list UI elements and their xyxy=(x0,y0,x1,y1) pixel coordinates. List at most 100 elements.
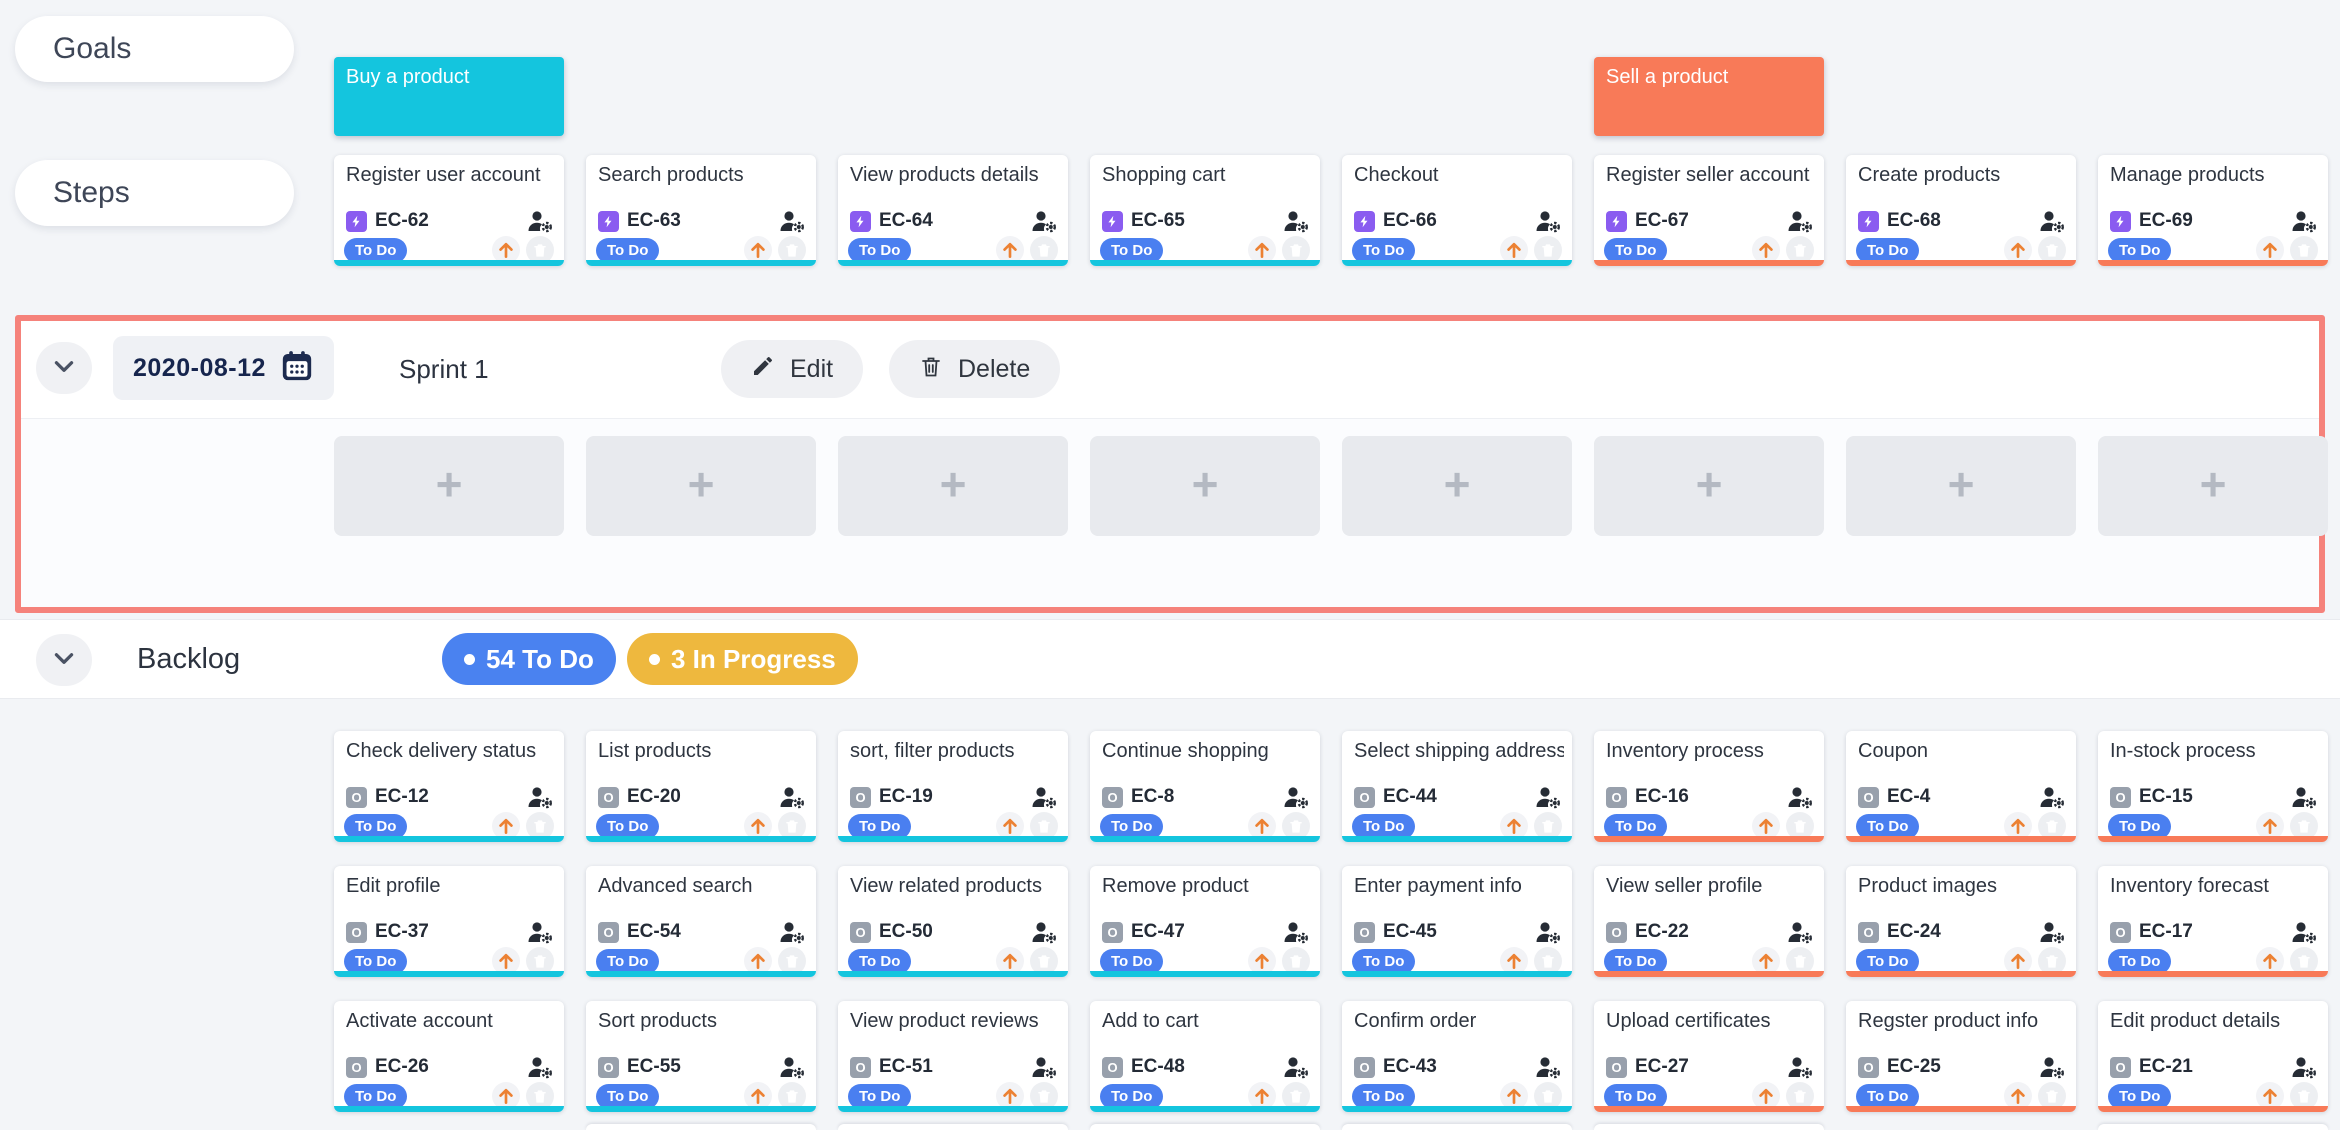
assignee-icon[interactable] xyxy=(527,921,554,944)
delete-card-icon[interactable] xyxy=(1534,1082,1562,1110)
delete-card-icon[interactable] xyxy=(1030,236,1058,264)
delete-card-icon[interactable] xyxy=(2290,812,2318,840)
assignee-icon[interactable] xyxy=(779,210,806,233)
delete-card-icon[interactable] xyxy=(2038,236,2066,264)
story-card[interactable]: Upload certificates O EC-27 To Do xyxy=(1594,1001,1824,1112)
delete-card-icon[interactable] xyxy=(1786,812,1814,840)
story-card[interactable]: Coupon O EC-4 To Do xyxy=(1846,731,2076,842)
story-card[interactable]: View product reviews O EC-51 To Do xyxy=(838,1001,1068,1112)
story-card[interactable]: List products O EC-20 To Do xyxy=(586,731,816,842)
sprint-delete-button[interactable]: Delete xyxy=(889,340,1061,398)
priority-up-icon[interactable] xyxy=(996,947,1024,975)
sprint-edit-button[interactable]: Edit xyxy=(721,340,864,398)
priority-up-icon[interactable] xyxy=(2256,1082,2284,1110)
assignee-icon[interactable] xyxy=(2039,1056,2066,1079)
story-card[interactable]: View seller profile O EC-22 To Do xyxy=(1594,866,1824,977)
assignee-icon[interactable] xyxy=(2039,786,2066,809)
delete-card-icon[interactable] xyxy=(1534,947,1562,975)
assignee-icon[interactable] xyxy=(2291,786,2318,809)
assignee-icon[interactable] xyxy=(1283,210,1310,233)
story-card[interactable]: sort, filter products O EC-19 To Do xyxy=(838,731,1068,842)
assignee-icon[interactable] xyxy=(1787,921,1814,944)
priority-up-icon[interactable] xyxy=(1248,236,1276,264)
add-card-button[interactable]: + xyxy=(2098,436,2328,536)
delete-card-icon[interactable] xyxy=(2290,236,2318,264)
priority-up-icon[interactable] xyxy=(1500,947,1528,975)
priority-up-icon[interactable] xyxy=(744,1082,772,1110)
add-card-button[interactable]: + xyxy=(1846,436,2076,536)
delete-card-icon[interactable] xyxy=(526,812,554,840)
add-card-button[interactable]: + xyxy=(1090,436,1320,536)
delete-card-icon[interactable] xyxy=(526,1082,554,1110)
delete-card-icon[interactable] xyxy=(1534,812,1562,840)
assignee-icon[interactable] xyxy=(1787,210,1814,233)
story-card[interactable]: Confirm order O EC-43 To Do xyxy=(1342,1001,1572,1112)
delete-card-icon[interactable] xyxy=(1282,1082,1310,1110)
priority-up-icon[interactable] xyxy=(744,947,772,975)
delete-card-icon[interactable] xyxy=(1786,947,1814,975)
add-card-button[interactable]: + xyxy=(586,436,816,536)
delete-card-icon[interactable] xyxy=(526,947,554,975)
delete-card-icon[interactable] xyxy=(778,812,806,840)
delete-card-icon[interactable] xyxy=(526,236,554,264)
delete-card-icon[interactable] xyxy=(778,1082,806,1110)
priority-up-icon[interactable] xyxy=(492,236,520,264)
priority-up-icon[interactable] xyxy=(2004,1082,2032,1110)
delete-card-icon[interactable] xyxy=(2038,1082,2066,1110)
story-card[interactable]: Inventory process O EC-16 To Do xyxy=(1594,731,1824,842)
story-card[interactable]: Register user account EC-62 To Do xyxy=(334,155,564,266)
delete-card-icon[interactable] xyxy=(2290,947,2318,975)
assignee-icon[interactable] xyxy=(2039,921,2066,944)
story-card[interactable]: Search products EC-63 To Do xyxy=(586,155,816,266)
sprint-collapse-button[interactable] xyxy=(36,342,92,394)
story-card[interactable]: Select shipping address O EC-44 To Do xyxy=(1342,731,1572,842)
goal-card[interactable]: Buy a product xyxy=(334,57,564,136)
delete-card-icon[interactable] xyxy=(2038,947,2066,975)
add-card-button[interactable]: + xyxy=(838,436,1068,536)
story-card[interactable]: Edit profile O EC-37 To Do xyxy=(334,866,564,977)
delete-card-icon[interactable] xyxy=(1282,236,1310,264)
story-card[interactable]: Check delivery status O EC-12 To Do xyxy=(334,731,564,842)
assignee-icon[interactable] xyxy=(779,786,806,809)
delete-card-icon[interactable] xyxy=(1030,947,1058,975)
goal-card[interactable]: Sell a product xyxy=(1594,57,1824,136)
story-card[interactable]: Create products EC-68 To Do xyxy=(1846,155,2076,266)
story-card[interactable]: Activate account O EC-26 To Do xyxy=(334,1001,564,1112)
priority-up-icon[interactable] xyxy=(2256,947,2284,975)
priority-up-icon[interactable] xyxy=(1752,812,1780,840)
priority-up-icon[interactable] xyxy=(996,812,1024,840)
assignee-icon[interactable] xyxy=(2291,1056,2318,1079)
story-card[interactable]: Regster product info O EC-25 To Do xyxy=(1846,1001,2076,1112)
priority-up-icon[interactable] xyxy=(1500,1082,1528,1110)
delete-card-icon[interactable] xyxy=(1534,236,1562,264)
priority-up-icon[interactable] xyxy=(2256,812,2284,840)
assignee-icon[interactable] xyxy=(1031,210,1058,233)
assignee-icon[interactable] xyxy=(1535,210,1562,233)
priority-up-icon[interactable] xyxy=(744,812,772,840)
delete-card-icon[interactable] xyxy=(2038,812,2066,840)
story-card[interactable]: Advanced search O EC-54 To Do xyxy=(586,866,816,977)
delete-card-icon[interactable] xyxy=(778,947,806,975)
assignee-icon[interactable] xyxy=(1031,786,1058,809)
priority-up-icon[interactable] xyxy=(1752,1082,1780,1110)
story-card[interactable]: Continue shopping O EC-8 To Do xyxy=(1090,731,1320,842)
assignee-icon[interactable] xyxy=(1535,1056,1562,1079)
priority-up-icon[interactable] xyxy=(2004,236,2032,264)
delete-card-icon[interactable] xyxy=(1030,812,1058,840)
priority-up-icon[interactable] xyxy=(1752,236,1780,264)
delete-card-icon[interactable] xyxy=(1786,236,1814,264)
story-card[interactable]: View products details EC-64 To Do xyxy=(838,155,1068,266)
story-card[interactable]: View related products O EC-50 To Do xyxy=(838,866,1068,977)
story-card[interactable]: Remove product O EC-47 To Do xyxy=(1090,866,1320,977)
assignee-icon[interactable] xyxy=(1283,921,1310,944)
story-card[interactable]: Inventory forecast O EC-17 To Do xyxy=(2098,866,2328,977)
add-card-button[interactable]: + xyxy=(1342,436,1572,536)
add-card-button[interactable]: + xyxy=(334,436,564,536)
priority-up-icon[interactable] xyxy=(1248,1082,1276,1110)
priority-up-icon[interactable] xyxy=(744,236,772,264)
assignee-icon[interactable] xyxy=(1787,786,1814,809)
priority-up-icon[interactable] xyxy=(996,236,1024,264)
priority-up-icon[interactable] xyxy=(492,947,520,975)
story-card[interactable]: Checkout EC-66 To Do xyxy=(1342,155,1572,266)
assignee-icon[interactable] xyxy=(527,1056,554,1079)
